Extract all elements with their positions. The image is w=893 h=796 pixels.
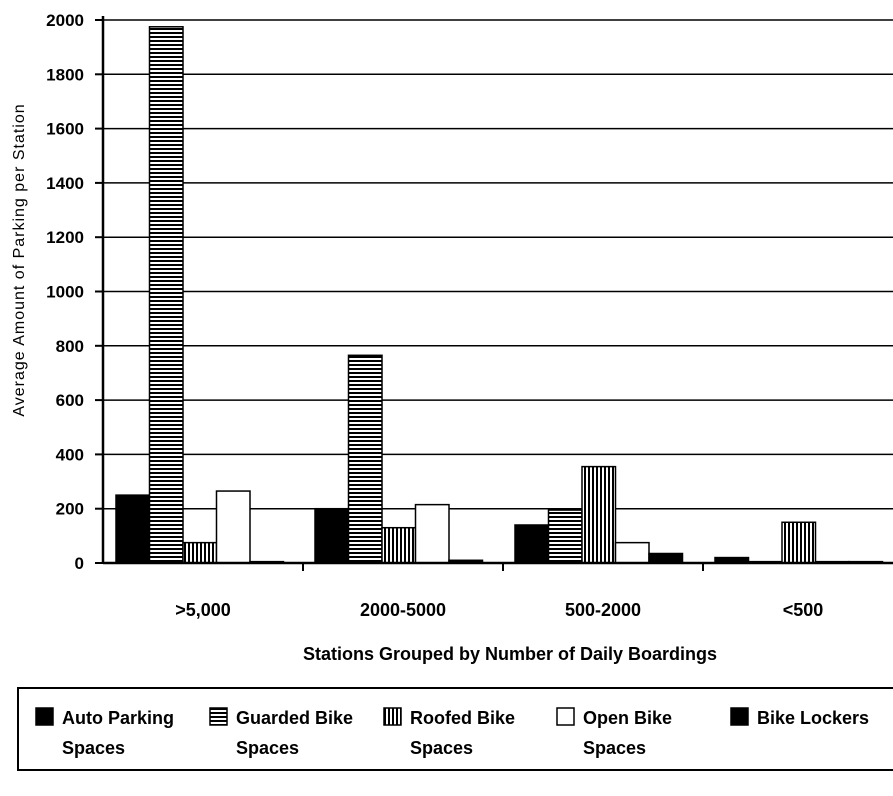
legend-frame	[17, 687, 893, 771]
legend-label-5: Bike Lockers	[757, 708, 869, 728]
y-axis-title: Average Amount of Parking per Station	[11, 103, 28, 416]
legend-label-3: Roofed Bike	[410, 708, 515, 728]
bar-2-cat-3	[547, 509, 583, 564]
bar-1-cat-1	[115, 494, 151, 564]
bar-1-cat-2	[314, 507, 350, 564]
x-category-label: 500-2000	[565, 600, 641, 620]
bar-4-cat-1	[215, 490, 251, 564]
legend-swatch-2	[209, 707, 228, 726]
bar-3-cat-4	[781, 521, 817, 564]
x-category-label: >5,000	[175, 600, 231, 620]
bar-5-cat-3	[648, 552, 684, 564]
bar-2-cat-1	[148, 26, 184, 564]
bars	[115, 26, 884, 564]
legend-swatch-3	[383, 707, 402, 726]
bar-4-cat-3	[614, 541, 650, 564]
legend-swatch-1	[35, 707, 54, 726]
legend: Auto Parking Spaces Guarded Bike Spaces Roof…	[17, 687, 893, 771]
y-tick-label: 600	[56, 391, 84, 410]
bar-3-cat-2	[381, 526, 417, 564]
y-tick-label: 1000	[46, 283, 84, 302]
legend-label-2: Guarded Bike	[236, 708, 353, 728]
y-tick-label: 1600	[46, 120, 84, 139]
x-category-labels: >5,000 2000-5000 500-2000 <500	[175, 600, 823, 620]
legend-label-3: Spaces	[410, 738, 473, 758]
bar-3-cat-3	[581, 465, 617, 564]
axes	[95, 16, 893, 571]
y-tick-label: 2000	[46, 11, 84, 30]
x-category-label: <500	[783, 600, 824, 620]
x-category-label: 2000-5000	[360, 600, 446, 620]
legend-label-1: Auto Parking	[62, 708, 174, 728]
y-tick-label: 0	[75, 554, 84, 573]
bar-4-cat-2	[414, 503, 450, 564]
y-tick-labels: 0 200 400 600 800 1000 1200 1400 1600 1800 2000	[46, 11, 84, 573]
legend-label-2: Spaces	[236, 738, 299, 758]
y-tick-label: 1800	[46, 65, 84, 84]
bar-3-cat-1	[182, 541, 218, 564]
legend-label-1: Spaces	[62, 738, 125, 758]
legend-label-4: Spaces	[583, 738, 646, 758]
legend-swatch-4	[556, 707, 575, 726]
y-tick-label: 800	[56, 337, 84, 356]
legend-swatch-5	[730, 707, 749, 726]
bar-2-cat-2	[347, 354, 383, 564]
y-tick-label: 400	[56, 445, 84, 464]
y-tick-label: 1400	[46, 174, 84, 193]
legend-label-4: Open Bike	[583, 708, 672, 728]
gridlines	[103, 19, 893, 510]
x-axis-title: Stations Grouped by Number of Daily Boar…	[303, 644, 717, 664]
bar-1-cat-3	[514, 524, 550, 564]
y-tick-label: 1200	[46, 228, 84, 247]
y-tick-label: 200	[56, 500, 84, 519]
